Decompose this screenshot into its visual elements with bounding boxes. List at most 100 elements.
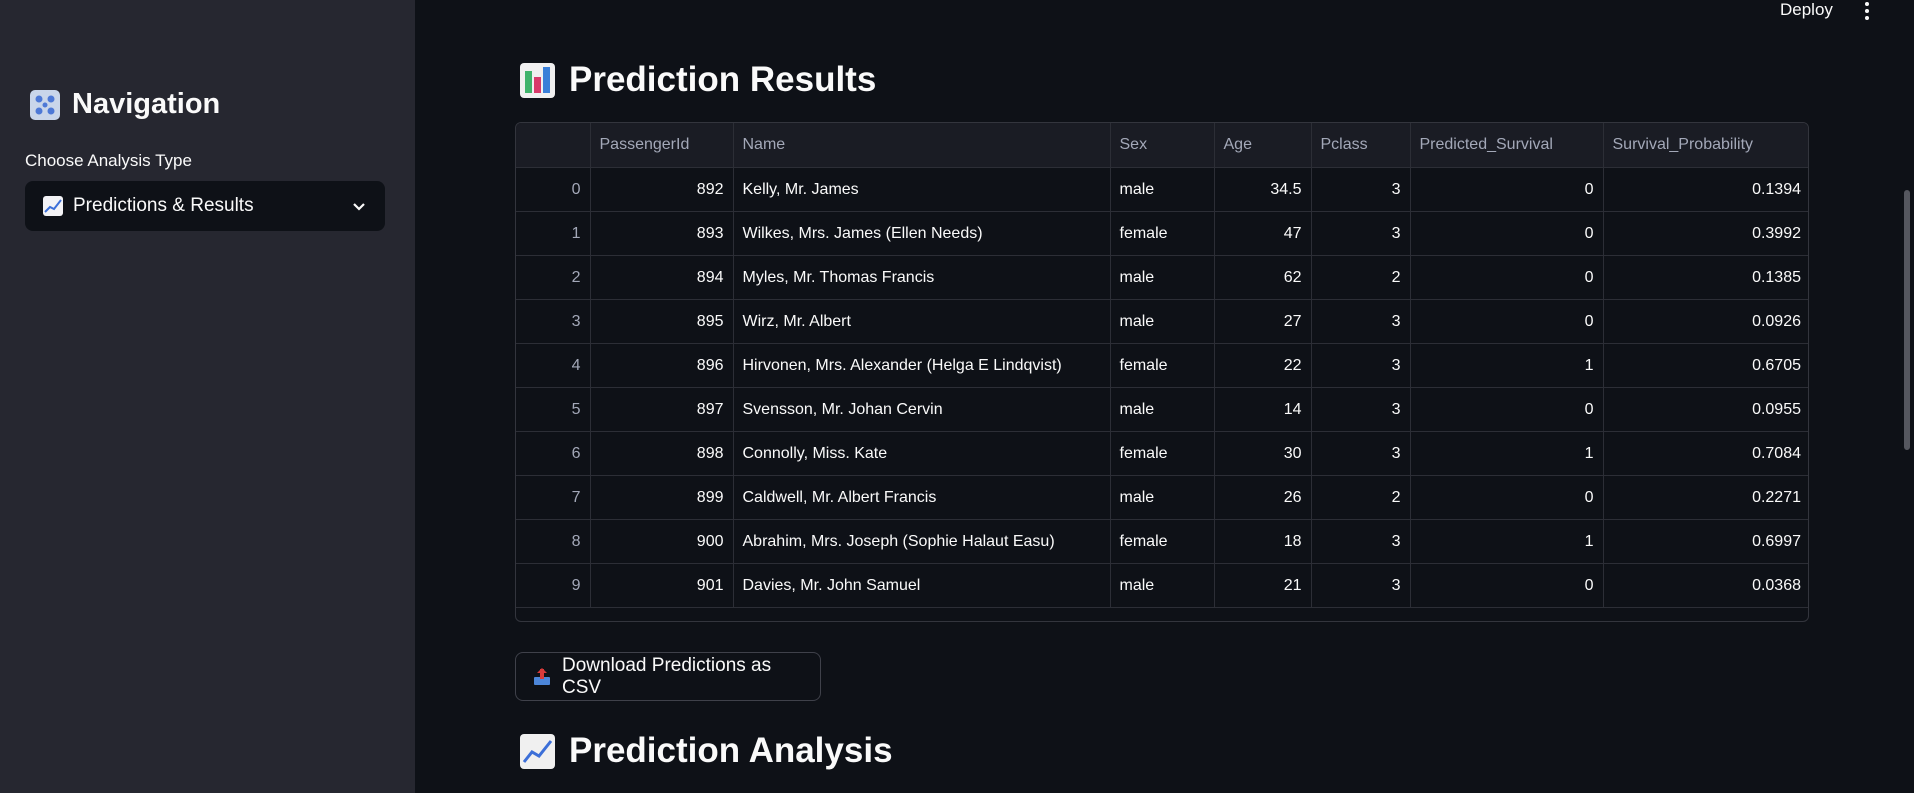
table-cell[interactable]: Svensson, Mr. Johan Cervin (733, 387, 1111, 432)
column-header[interactable] (516, 123, 591, 168)
table-cell[interactable]: 0.0926 (1603, 299, 1808, 344)
table-cell[interactable]: 894 (590, 255, 734, 300)
column-header[interactable]: PassengerId (590, 123, 734, 168)
table-cell[interactable]: 895 (590, 299, 734, 344)
table-cell[interactable]: female (1110, 211, 1215, 256)
table-row[interactable]: 4 896 Hirvonen, Mrs. Alexander (Helga E Li… (516, 343, 1808, 388)
table-cell[interactable]: Abrahim, Mrs. Joseph (Sophie Halaut Easu… (733, 519, 1111, 564)
table-cell[interactable]: 3 (1311, 387, 1411, 432)
table-cell[interactable]: 896 (590, 343, 734, 388)
table-cell[interactable]: 27 (1214, 299, 1312, 344)
table-cell[interactable]: 3 (516, 299, 591, 344)
table-row[interactable]: 3 895 Wirz, Mr. Albert male 27 3 0 0.0926 (516, 299, 1808, 344)
table-cell[interactable]: 0.3992 (1603, 211, 1808, 256)
table-cell[interactable]: 0 (1410, 167, 1604, 212)
table-cell[interactable]: 1 (1410, 343, 1604, 388)
table-cell[interactable]: 0 (1410, 563, 1604, 608)
table-cell[interactable]: 9 (516, 563, 591, 608)
table-row[interactable]: 1 893 Wilkes, Mrs. James (Ellen Needs) fema… (516, 211, 1808, 256)
table-cell[interactable]: 5 (516, 387, 591, 432)
table-cell[interactable]: 2 (516, 255, 591, 300)
table-cell[interactable]: 2 (1311, 475, 1411, 520)
table-row[interactable]: 9 901 Davies, Mr. John Samuel male 21 3 0 0.036… (516, 563, 1808, 608)
table-cell[interactable]: 0 (1410, 475, 1604, 520)
table-cell[interactable]: male (1110, 475, 1215, 520)
table-cell[interactable]: 0 (1410, 299, 1604, 344)
column-header[interactable]: Sex (1110, 123, 1215, 168)
table-row[interactable]: 0 892 Kelly, Mr. James male 34.5 3 0 0.1394 (516, 167, 1808, 212)
table-cell[interactable]: 0.0955 (1603, 387, 1808, 432)
table-cell[interactable]: 0.1385 (1603, 255, 1808, 300)
table-cell[interactable]: Connolly, Miss. Kate (733, 431, 1111, 476)
page-scrollbar[interactable] (1904, 190, 1910, 450)
table-cell[interactable]: 22 (1214, 343, 1312, 388)
table-cell[interactable]: Wirz, Mr. Albert (733, 299, 1111, 344)
table-cell[interactable]: 0.0368 (1603, 563, 1808, 608)
table-cell[interactable]: 4 (516, 343, 591, 388)
table-cell[interactable]: 7 (516, 475, 591, 520)
table-cell[interactable]: 900 (590, 519, 734, 564)
table-cell[interactable]: 6 (516, 431, 591, 476)
column-header[interactable]: Predicted_Survival (1410, 123, 1604, 168)
table-cell[interactable]: 901 (590, 563, 734, 608)
deploy-button[interactable]: Deploy (1780, 0, 1833, 19)
table-cell[interactable]: 897 (590, 387, 734, 432)
table-cell[interactable]: 3 (1311, 563, 1411, 608)
table-cell[interactable]: 8 (516, 519, 591, 564)
table-row[interactable]: 8 900 Abrahim, Mrs. Joseph (Sophie Halaut … (516, 519, 1808, 564)
table-cell[interactable]: 892 (590, 167, 734, 212)
table-cell[interactable]: male (1110, 563, 1215, 608)
table-cell[interactable]: 30 (1214, 431, 1312, 476)
table-cell[interactable]: 62 (1214, 255, 1312, 300)
table-cell[interactable]: 1 (1410, 519, 1604, 564)
table-cell[interactable]: 0.1394 (1603, 167, 1808, 212)
table-cell[interactable]: male (1110, 255, 1215, 300)
table-cell[interactable]: 14 (1214, 387, 1312, 432)
table-cell[interactable]: 898 (590, 431, 734, 476)
table-cell[interactable]: 3 (1311, 519, 1411, 564)
table-cell[interactable]: 2 (1311, 255, 1411, 300)
table-cell[interactable]: Caldwell, Mr. Albert Francis (733, 475, 1111, 520)
table-row[interactable]: 2 894 Myles, Mr. Thomas Francis male 62 2 0 0.1… (516, 255, 1808, 300)
table-cell[interactable]: male (1110, 387, 1215, 432)
table-cell[interactable]: 1 (516, 211, 591, 256)
more-options-icon[interactable] (1860, 0, 1874, 22)
table-cell[interactable]: Wilkes, Mrs. James (Ellen Needs) (733, 211, 1111, 256)
table-cell[interactable]: 899 (590, 475, 734, 520)
table-cell[interactable]: 0 (516, 167, 591, 212)
table-cell[interactable]: 3 (1311, 431, 1411, 476)
table-cell[interactable]: 0.6705 (1603, 343, 1808, 388)
table-cell[interactable]: 0 (1410, 387, 1604, 432)
table-cell[interactable]: 21 (1214, 563, 1312, 608)
table-cell[interactable]: 47 (1214, 211, 1312, 256)
results-table[interactable]: PassengerId Name Sex Age Pclass Predicte… (515, 122, 1809, 622)
table-cell[interactable]: 3 (1311, 211, 1411, 256)
table-cell[interactable]: Myles, Mr. Thomas Francis (733, 255, 1111, 300)
table-cell[interactable]: 18 (1214, 519, 1312, 564)
analysis-type-select[interactable]: Predictions & Results (25, 181, 385, 231)
table-cell[interactable]: 893 (590, 211, 734, 256)
table-cell[interactable]: 3 (1311, 343, 1411, 388)
table-row[interactable]: 6 898 Connolly, Miss. Kate female 30 3 1 0.7084 (516, 431, 1808, 476)
table-cell[interactable]: 1 (1410, 431, 1604, 476)
column-header[interactable]: Pclass (1311, 123, 1411, 168)
table-row[interactable]: 5 897 Svensson, Mr. Johan Cervin male 14 3 0 0.… (516, 387, 1808, 432)
column-header[interactable]: Name (733, 123, 1111, 168)
table-cell[interactable]: 3 (1311, 167, 1411, 212)
column-header[interactable]: Survival_Probability (1603, 123, 1808, 168)
table-cell[interactable]: female (1110, 343, 1215, 388)
table-row[interactable]: 7 899 Caldwell, Mr. Albert Francis male 26 2 0… (516, 475, 1808, 520)
table-cell[interactable]: 0.7084 (1603, 431, 1808, 476)
table-cell[interactable]: Hirvonen, Mrs. Alexander (Helga E Lindqv… (733, 343, 1111, 388)
column-header[interactable]: Age (1214, 123, 1312, 168)
table-cell[interactable]: Kelly, Mr. James (733, 167, 1111, 212)
download-csv-button[interactable]: Download Predictions as CSV (515, 652, 821, 701)
table-cell[interactable]: 0.6997 (1603, 519, 1808, 564)
table-cell[interactable]: Davies, Mr. John Samuel (733, 563, 1111, 608)
table-cell[interactable]: male (1110, 299, 1215, 344)
table-cell[interactable]: male (1110, 167, 1215, 212)
table-cell[interactable]: 34.5 (1214, 167, 1312, 212)
table-cell[interactable]: 0 (1410, 255, 1604, 300)
table-cell[interactable]: 3 (1311, 299, 1411, 344)
table-cell[interactable]: female (1110, 519, 1215, 564)
